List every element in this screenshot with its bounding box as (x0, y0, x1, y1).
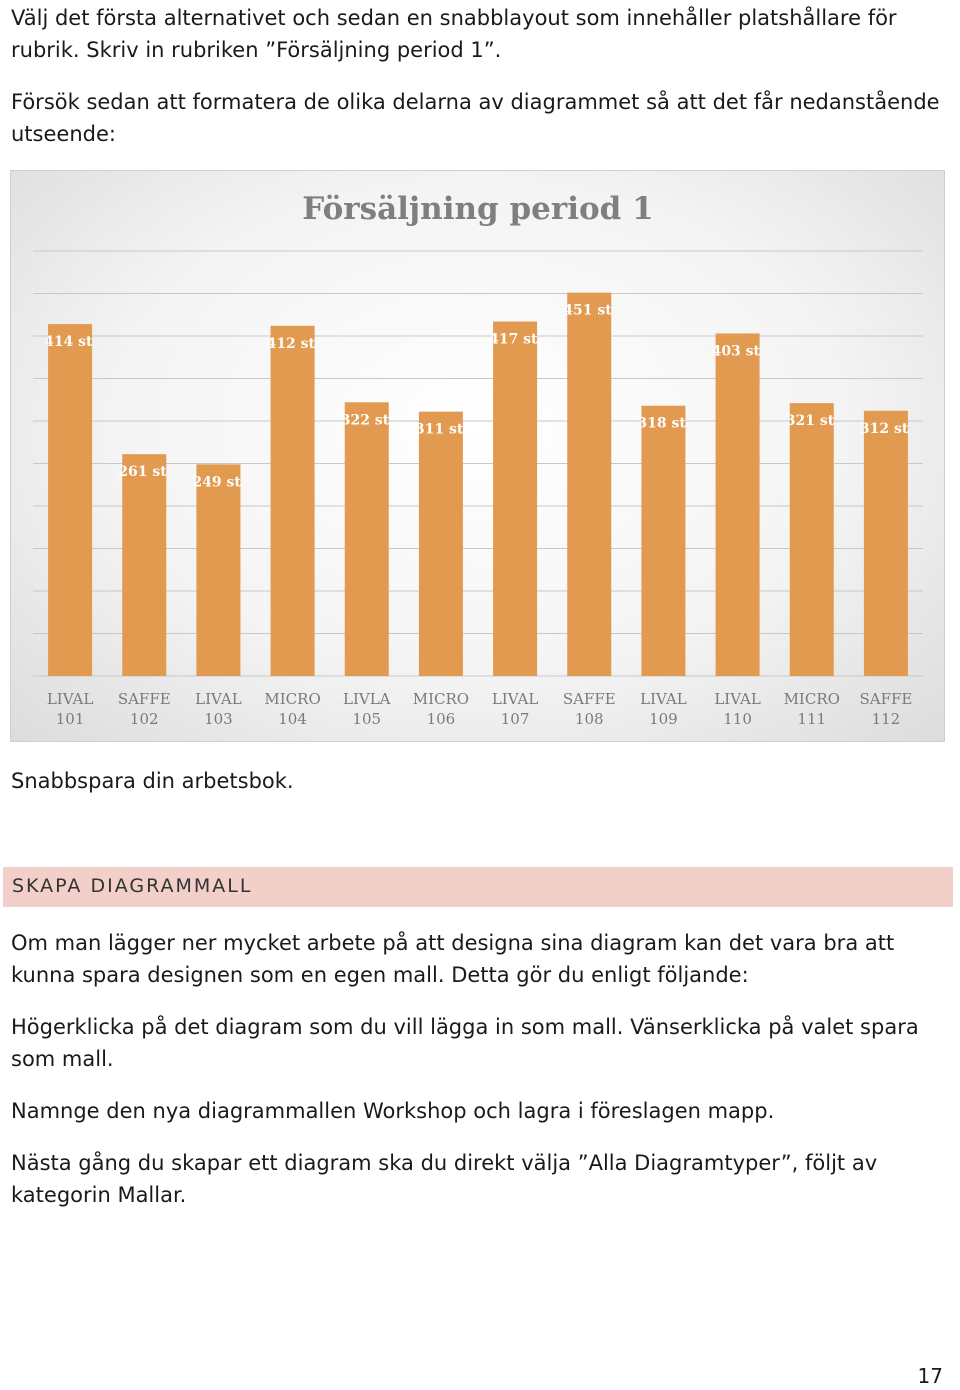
data-label: 261 st (118, 464, 167, 480)
bar[interactable] (715, 333, 760, 676)
section-heading: SKAPA DIAGRAMMALL (12, 875, 253, 897)
bar[interactable] (493, 321, 538, 676)
category-label: MICRO 106 (413, 690, 469, 728)
page-number: 17 (917, 1364, 943, 1388)
category-label: SAFFE 108 (563, 690, 616, 728)
category-label: MICRO 111 (784, 690, 840, 728)
bar[interactable] (122, 454, 167, 676)
data-label: 403 st (712, 343, 761, 359)
category-label: LIVLA 105 (343, 690, 391, 728)
bar[interactable] (789, 403, 834, 676)
bar[interactable] (344, 402, 389, 676)
section-paragraph-4: Nästa gång du skapar ett diagram ska du … (11, 1151, 878, 1207)
data-labels: 414 st 261 st 249 st 412 st 322 st 311 st 417 … (44, 303, 909, 491)
data-label: 312 st (860, 421, 909, 437)
category-label: MICRO 104 (264, 690, 320, 728)
section-paragraph-3: Namnge den nya diagrammallen Workshop oc… (11, 1099, 775, 1123)
chart-title: Försäljning period 1 (302, 191, 653, 227)
data-label: 318 st (637, 416, 686, 432)
category-label: LIVAL 103 (195, 690, 242, 728)
bar[interactable] (196, 464, 241, 676)
intro-paragraph-1: Välj det första alternativet och sedan e… (11, 6, 897, 62)
data-label: 417 st (489, 332, 538, 348)
bar[interactable] (270, 325, 315, 676)
category-label: LIVAL 109 (640, 690, 687, 728)
data-label: 414 st (44, 334, 93, 350)
category-label: LIVAL 101 (47, 690, 94, 728)
bars (48, 292, 908, 676)
bar[interactable] (48, 324, 93, 676)
category-labels: LIVAL 101 SAFFE 102 LIVAL 103 MICRO 104 LIVLA 105… (47, 690, 913, 728)
data-label: 249 st (192, 474, 241, 490)
sales-chart[interactable]: Försäljning period 1 414 st 261 st 249 st 4… (10, 170, 945, 742)
data-label: 322 st (341, 412, 390, 428)
section-paragraph-1: Om man lägger ner mycket arbete på att d… (11, 931, 895, 987)
category-label: SAFFE 112 (859, 690, 912, 728)
section-heading-band: SKAPA DIAGRAMMALL (3, 867, 953, 907)
category-label: LIVAL 107 (492, 690, 539, 728)
data-label: 412 st (267, 336, 316, 352)
quicksave-note: Snabbspara din arbetsbok. (11, 769, 294, 793)
category-label: LIVAL 110 (714, 690, 761, 728)
bar[interactable] (418, 411, 463, 676)
data-label: 451 st (563, 303, 612, 319)
intro-paragraph-2: Försök sedan att formatera de olika dela… (11, 90, 940, 146)
gridlines (33, 250, 923, 677)
category-label: SAFFE 102 (118, 690, 171, 728)
bar[interactable] (567, 292, 612, 676)
bar[interactable] (641, 405, 686, 676)
data-label: 321 st (786, 413, 835, 429)
data-label: 311 st (415, 422, 464, 438)
section-paragraph-2: Högerklicka på det diagram som du vill l… (11, 1015, 919, 1071)
bar[interactable] (863, 410, 908, 676)
